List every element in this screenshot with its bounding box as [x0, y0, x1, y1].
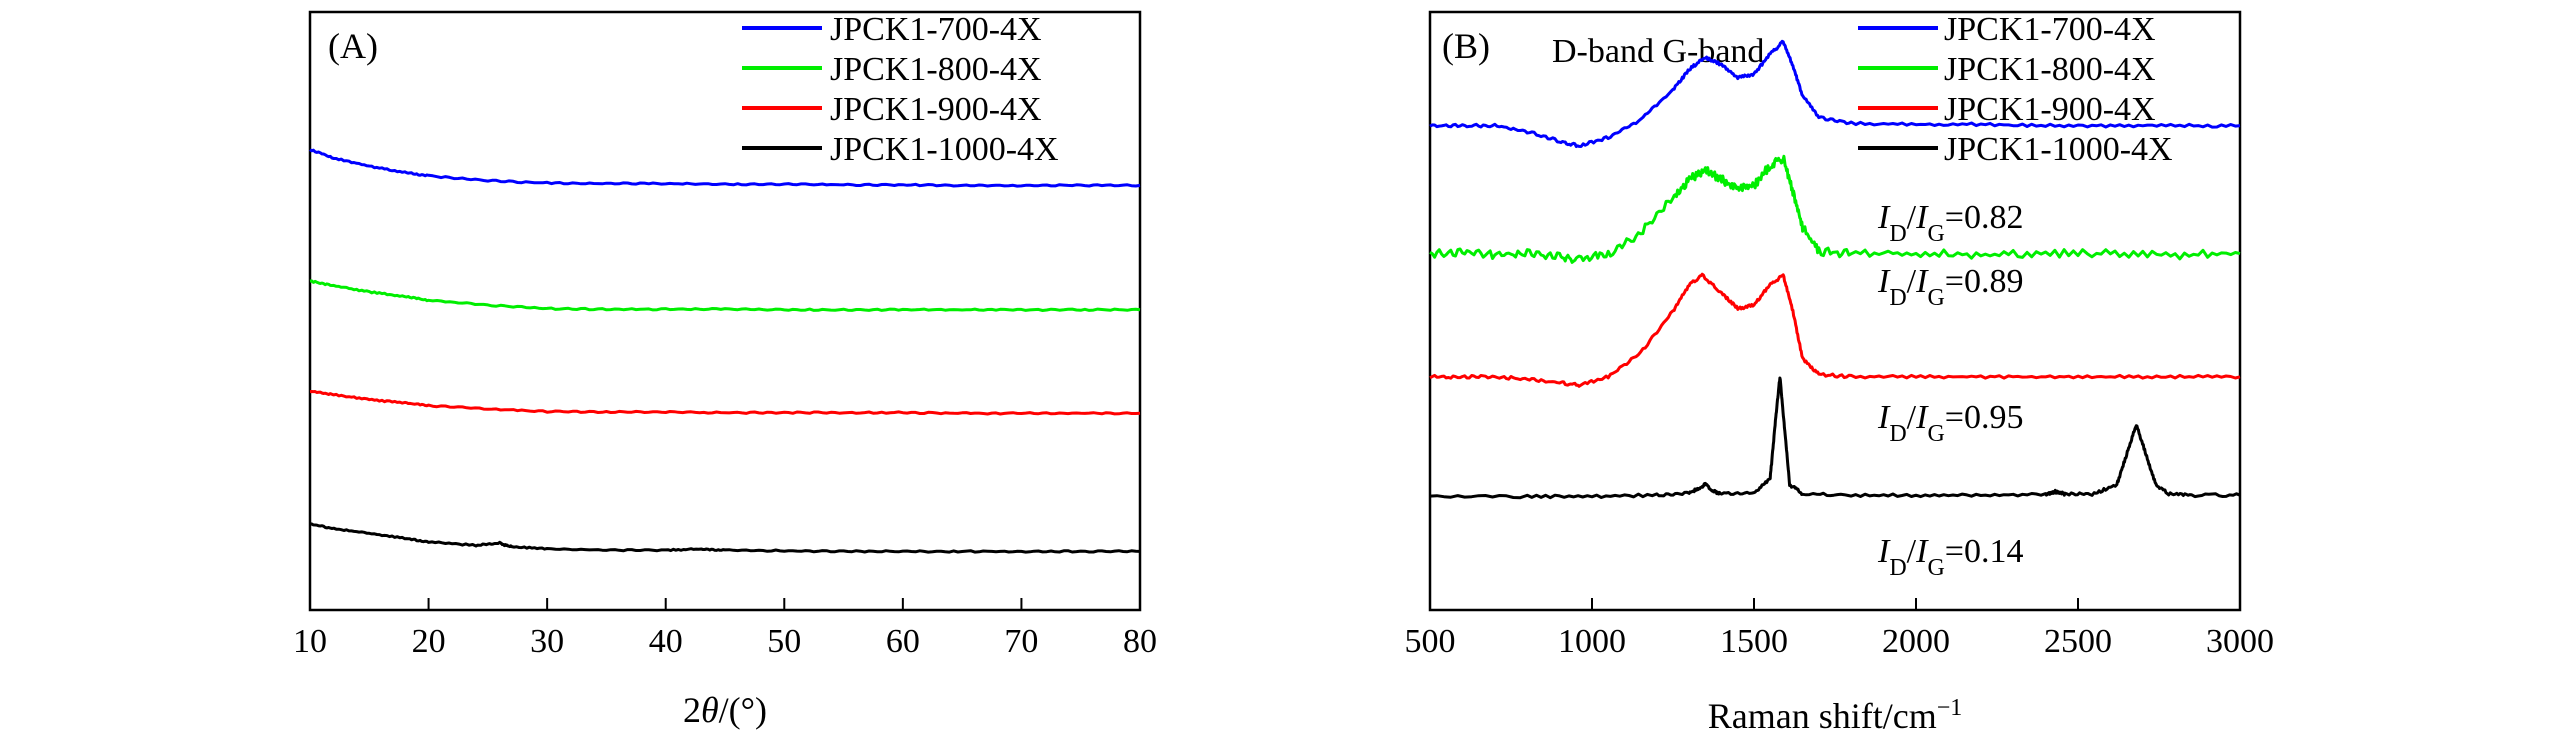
x-tick-label: 10	[293, 623, 327, 660]
series-line-jpck1-800-4x	[1429, 154, 2241, 264]
intensity-ratio-annotation: ID/IG=0.89	[1877, 263, 2023, 311]
x-tick-label: 50	[767, 623, 801, 660]
panel-b-annotations: ID/IG=0.82 ID/IG=0.89 ID/IG=0.95 ID/IG=0.14	[1877, 199, 2023, 581]
x-tick-label: 60	[886, 623, 920, 660]
panel-a-legend: JPCK1-700-4XJPCK1-800-4XJPCK1-900-4XJPCK…	[742, 11, 1059, 168]
panel-b-label: (B)	[1442, 26, 1490, 66]
series-line-jpck1-900-4x	[309, 390, 1141, 416]
x-tick-label: 70	[1004, 623, 1038, 660]
legend-label: JPCK1-1000-4X	[1944, 131, 2173, 168]
panel-b-legend: JPCK1-700-4XJPCK1-800-4XJPCK1-900-4XJPCK…	[1858, 11, 2173, 168]
legend-label: JPCK1-900-4X	[830, 91, 1042, 128]
series-line-jpck1-1000-4x	[309, 522, 1141, 554]
panel-b-series	[1429, 39, 2241, 500]
series-line-jpck1-800-4x	[309, 279, 1141, 312]
band-labels: D-band G-band	[1552, 33, 1764, 70]
intensity-ratio-annotation: ID/IG=0.82	[1877, 199, 2023, 247]
panel-a-x-axis-label: 2θ/(°)	[683, 690, 767, 730]
x-tick-label: 500	[1405, 623, 1456, 660]
legend-label: JPCK1-900-4X	[1944, 91, 2156, 128]
series-line-jpck1-900-4x	[1429, 272, 2241, 388]
panel-a-x-ticks: 10 20 30 40 50 60 70 80	[293, 598, 1157, 660]
panel-b-x-axis-label: Raman shift/cm−1	[1708, 695, 1963, 736]
legend-label: JPCK1-800-4X	[830, 51, 1042, 88]
legend-label: JPCK1-1000-4X	[830, 131, 1059, 168]
panel-b-x-ticks: 500 1000 1500 2000 2500 3000	[1405, 598, 2274, 660]
x-tick-label: 1500	[1720, 623, 1788, 660]
x-tick-label: 30	[530, 623, 564, 660]
x-tick-label: 40	[649, 623, 683, 660]
panel-a: (A) 10 20 30 40 50 60 70 80 JPCK1-700-4XJPCK1-8…	[293, 10, 1157, 730]
intensity-ratio-annotation: ID/IG=0.14	[1877, 533, 2023, 581]
x-tick-label: 80	[1123, 623, 1157, 660]
x-tick-label: 20	[412, 623, 446, 660]
series-line-jpck1-700-4x	[309, 148, 1141, 188]
x-tick-label: 2000	[1882, 623, 1950, 660]
panel-a-frame	[308, 10, 1142, 612]
legend-label: JPCK1-700-4X	[1944, 11, 2156, 48]
legend-label: JPCK1-800-4X	[1944, 51, 2156, 88]
x-tick-label: 1000	[1558, 623, 1626, 660]
panel-b: (B) D-band G-band 500 1000 1500 2000 2500 300…	[1405, 10, 2274, 736]
panel-a-label: (A)	[328, 26, 378, 66]
legend-label: JPCK1-700-4X	[830, 11, 1042, 48]
intensity-ratio-annotation: ID/IG=0.95	[1877, 399, 2023, 447]
panel-b-frame	[1428, 10, 2242, 612]
x-tick-label: 2500	[2044, 623, 2112, 660]
series-line-jpck1-700-4x	[1429, 39, 2241, 148]
x-tick-label: 3000	[2206, 623, 2274, 660]
series-line-jpck1-1000-4x	[1429, 376, 2241, 500]
panel-a-series	[309, 148, 1141, 554]
